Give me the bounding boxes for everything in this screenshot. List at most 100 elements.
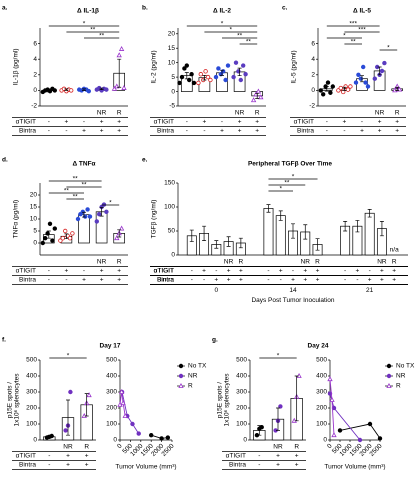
point bbox=[94, 219, 99, 224]
y-tick-label: 500 bbox=[236, 357, 247, 364]
treatment-mark: - bbox=[258, 453, 260, 460]
y-tick-label: 150 bbox=[164, 180, 175, 187]
panel-label: b. bbox=[142, 5, 148, 12]
group-label: NR bbox=[235, 110, 245, 117]
treatment-mark: - bbox=[326, 119, 328, 126]
group-label: R bbox=[392, 259, 397, 266]
error-bar bbox=[214, 240, 219, 249]
panel-label: g. bbox=[212, 337, 218, 344]
error-bar bbox=[395, 86, 400, 91]
treatment-mark: - bbox=[369, 268, 371, 275]
significance-label: ** bbox=[351, 39, 357, 46]
treatment-mark: + bbox=[239, 277, 243, 284]
significance-label: *** bbox=[349, 21, 357, 28]
y-axis-label: p15E spots / bbox=[7, 382, 14, 418]
treatment-mark: + bbox=[255, 128, 259, 135]
legend-marker bbox=[178, 363, 184, 369]
point bbox=[196, 80, 201, 86]
y-tick-label: 200 bbox=[316, 405, 327, 412]
y-tick-label: 400 bbox=[106, 373, 117, 380]
x-axis-label: Tumor Volume (mm³) bbox=[115, 464, 176, 471]
treatment-mark: - bbox=[344, 268, 346, 275]
y-tick-label: 10 bbox=[168, 59, 176, 66]
treatment-mark: + bbox=[279, 268, 283, 275]
row-label: Bintra bbox=[157, 277, 174, 284]
point bbox=[367, 421, 373, 427]
error-bar bbox=[303, 224, 308, 240]
point bbox=[238, 77, 243, 83]
treatment-mark: + bbox=[66, 453, 70, 460]
y-tick-label: 100 bbox=[164, 204, 175, 211]
x-axis-label: Days Post Tumor Inoculation bbox=[251, 297, 334, 304]
treatment-mark: + bbox=[202, 268, 206, 275]
point bbox=[328, 90, 333, 95]
y-tick-label: 2 bbox=[33, 72, 37, 79]
point bbox=[198, 72, 203, 77]
y-tick-label: 20 bbox=[168, 30, 176, 37]
point bbox=[330, 84, 335, 89]
y-tick-label: 0 bbox=[33, 437, 37, 444]
treatment-mark: + bbox=[82, 128, 86, 135]
y-tick-label: 400 bbox=[236, 373, 247, 380]
error-bar bbox=[324, 86, 329, 92]
legend-label: R bbox=[396, 383, 401, 390]
treatment-mark: + bbox=[117, 128, 121, 135]
y-tick-label: 300 bbox=[26, 389, 37, 396]
y-axis-label: 1x10⁶ splenocytes bbox=[224, 373, 231, 427]
y-tick-label: 100 bbox=[26, 421, 37, 428]
group-label: R bbox=[84, 444, 89, 451]
error-bar bbox=[238, 237, 243, 249]
point bbox=[121, 85, 127, 90]
treatment-mark: + bbox=[356, 268, 360, 275]
group-label: NR bbox=[224, 259, 234, 266]
point bbox=[233, 60, 239, 65]
treatment-mark: + bbox=[238, 119, 242, 126]
treatment-mark: + bbox=[368, 277, 372, 284]
treatment-mark: + bbox=[380, 268, 384, 275]
error-bar bbox=[117, 229, 122, 238]
y-tick-label: 0 bbox=[33, 240, 37, 247]
row-label: αTIGIT bbox=[154, 268, 174, 275]
treatment-mark: + bbox=[117, 268, 121, 275]
y-tick-label: 2 bbox=[311, 72, 315, 79]
treatment-mark: + bbox=[85, 453, 89, 460]
treatment-mark: + bbox=[85, 462, 89, 469]
point bbox=[365, 84, 371, 89]
group-label: NR bbox=[97, 259, 107, 266]
error-bar bbox=[82, 211, 86, 218]
y-tick-label: 6 bbox=[311, 40, 315, 47]
y-tick-label: 200 bbox=[236, 405, 247, 412]
point bbox=[179, 74, 185, 80]
x-axis-label: Tumor Volume (mm³) bbox=[324, 464, 385, 471]
point bbox=[96, 211, 102, 217]
treatment-mark: + bbox=[66, 462, 70, 469]
point bbox=[111, 85, 118, 91]
treatment-mark: + bbox=[295, 462, 299, 469]
legend-label: No TX bbox=[396, 363, 415, 370]
treatment-mark: + bbox=[203, 119, 207, 126]
y-axis-label: IL-2 (pg/ml) bbox=[151, 50, 158, 83]
treatment-mark: + bbox=[395, 119, 399, 126]
group-label: R bbox=[395, 110, 400, 117]
error-bar bbox=[255, 92, 260, 99]
point bbox=[68, 88, 74, 93]
treatment-mark: + bbox=[360, 128, 364, 135]
group-label: NR bbox=[63, 444, 73, 451]
row-label: αTIGIT bbox=[226, 453, 246, 460]
group-label: R bbox=[255, 110, 260, 117]
point bbox=[52, 226, 57, 231]
y-axis-label: TNFα (pg/ml) bbox=[13, 200, 20, 238]
group-label: R bbox=[315, 259, 320, 266]
group-label: NR bbox=[301, 259, 311, 266]
treatment-mark: - bbox=[267, 277, 269, 284]
significance-label: ** bbox=[99, 33, 105, 40]
point bbox=[87, 214, 93, 219]
point bbox=[223, 77, 228, 83]
group-label: R bbox=[117, 259, 122, 266]
bar bbox=[364, 212, 375, 256]
y-tick-label: 5 bbox=[171, 74, 175, 81]
error-bar bbox=[117, 58, 122, 88]
significance-label: ** bbox=[81, 182, 87, 189]
legend-label: No TX bbox=[188, 363, 207, 370]
bar bbox=[95, 211, 108, 244]
